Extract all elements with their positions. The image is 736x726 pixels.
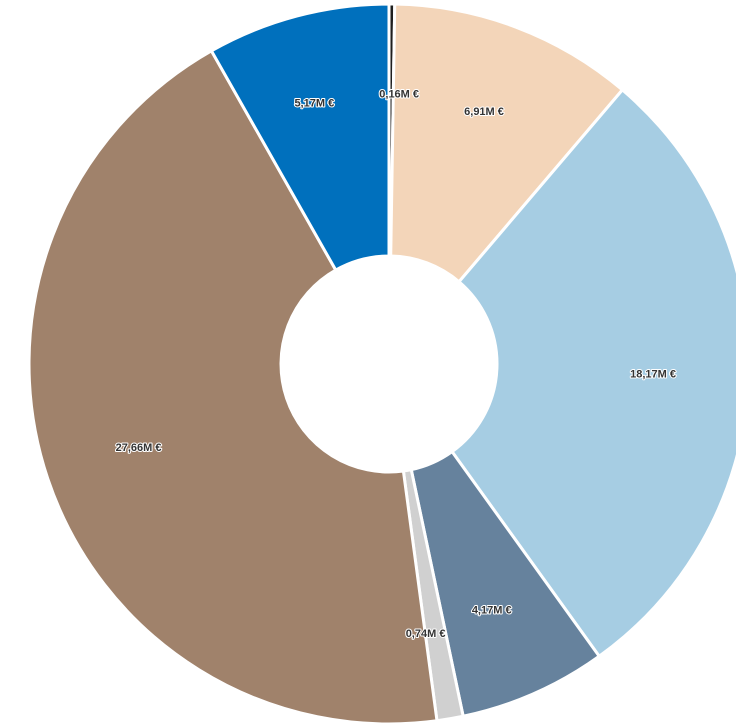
- data-label-2: 18,17M €: [630, 369, 676, 381]
- data-label-0: 0,16M €: [379, 89, 419, 101]
- donut-data-labels: 0,16M € 6,91M € 18,17M € 4,17M € 0,74M € 27,6…: [115, 88, 677, 642]
- data-label-6: 5,17M €: [294, 98, 334, 110]
- data-label-3: 4,17M €: [472, 604, 512, 616]
- data-label-4: 0,74M €: [406, 628, 446, 640]
- data-label-5: 27,66M €: [116, 442, 162, 454]
- data-label-1: 6,91M €: [464, 106, 504, 118]
- donut-hole: [281, 256, 497, 472]
